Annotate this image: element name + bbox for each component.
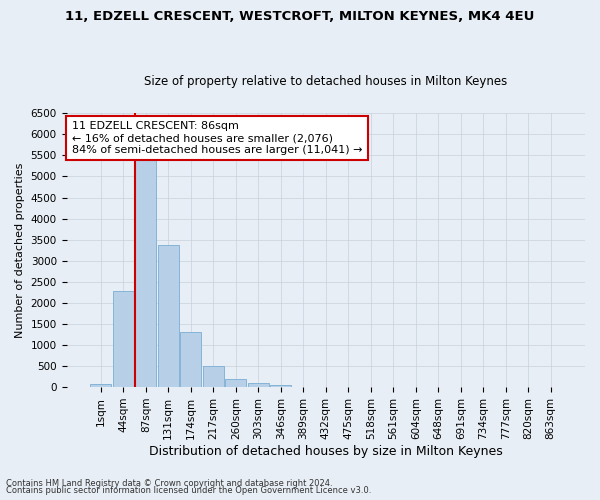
- X-axis label: Distribution of detached houses by size in Milton Keynes: Distribution of detached houses by size …: [149, 444, 503, 458]
- Bar: [248, 384, 269, 387]
- Bar: [113, 292, 134, 387]
- Bar: [203, 366, 224, 387]
- Bar: [180, 332, 202, 387]
- Text: 11, EDZELL CRESCENT, WESTCROFT, MILTON KEYNES, MK4 4EU: 11, EDZELL CRESCENT, WESTCROFT, MILTON K…: [65, 10, 535, 23]
- Text: Contains HM Land Registry data © Crown copyright and database right 2024.: Contains HM Land Registry data © Crown c…: [6, 478, 332, 488]
- Bar: [225, 379, 247, 387]
- Bar: [135, 158, 157, 387]
- Bar: [270, 385, 292, 387]
- Bar: [90, 384, 112, 387]
- Text: Contains public sector information licensed under the Open Government Licence v3: Contains public sector information licen…: [6, 486, 371, 495]
- Bar: [158, 244, 179, 387]
- Title: Size of property relative to detached houses in Milton Keynes: Size of property relative to detached ho…: [144, 76, 508, 88]
- Text: 11 EDZELL CRESCENT: 86sqm
← 16% of detached houses are smaller (2,076)
84% of se: 11 EDZELL CRESCENT: 86sqm ← 16% of detac…: [72, 122, 362, 154]
- Y-axis label: Number of detached properties: Number of detached properties: [15, 162, 25, 338]
